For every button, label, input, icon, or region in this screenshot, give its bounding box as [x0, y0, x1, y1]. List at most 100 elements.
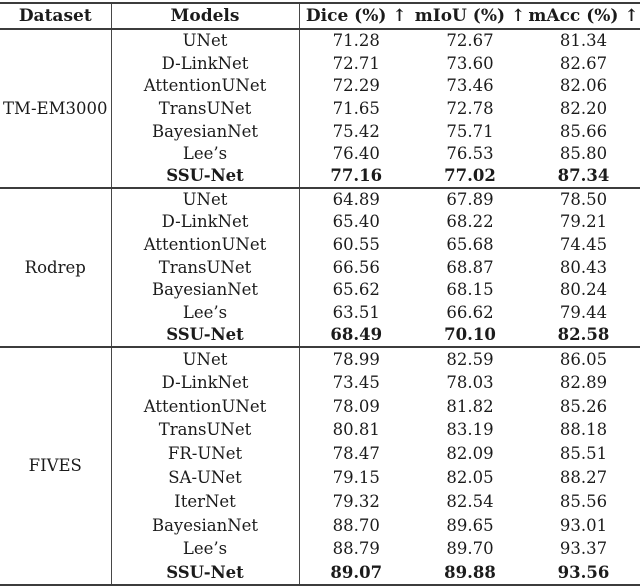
dice-value-cell: 79.32	[332, 491, 380, 511]
model-cell: TransUNet	[111, 255, 300, 279]
macc-value-cell: 85.80	[559, 144, 608, 164]
macc-value-cell: 74.45	[559, 235, 608, 255]
macc-value-cell: 81.34	[559, 31, 608, 51]
table-row: SSU-Net 77.16 77.02 87.34	[0, 165, 640, 188]
model-cell: Lee’s	[111, 142, 300, 166]
model-cell: D-LinkNet	[111, 210, 300, 234]
miou-value-cell: 89.88	[444, 562, 496, 582]
miou-value-cell: 76.53	[446, 144, 494, 164]
dataset-cell: TM-EM3000	[0, 29, 112, 188]
model-cell: TransUNet	[111, 97, 300, 120]
table-row: D-LinkNet 65.40 68.22 79.21	[0, 210, 640, 234]
macc-value-cell: 79.21	[559, 212, 608, 232]
model-cell: SSU-Net	[111, 323, 300, 347]
macc-value-cell: 85.66	[559, 121, 608, 141]
dataset-cell: Rodrep	[0, 187, 112, 347]
macc-value-cell: 88.27	[559, 468, 608, 487]
dice-value-cell: 76.40	[332, 144, 380, 164]
model-cell: AttentionUNet	[111, 74, 300, 98]
table-row: AttentionUNet 78.09 81.82 85.26	[0, 394, 640, 419]
table-row: TM-EM3000 UNet 71.28 72.67 81.34	[0, 29, 640, 188]
miou-value-cell: 68.22	[446, 212, 494, 232]
model-cell: Lee’s	[111, 537, 300, 561]
macc-value-cell: 82.58	[557, 325, 610, 345]
table-row: SSU-Net 89.07 89.88 93.56	[0, 560, 640, 585]
miou-value-cell: 65.68	[446, 235, 494, 255]
dice-value-cell: 68.49	[330, 325, 383, 345]
dice-value-cell: 78.09	[332, 396, 380, 416]
table-row: FR-UNet 78.47 82.09 85.51	[0, 441, 640, 466]
miou-value-cell: 68.15	[446, 280, 494, 300]
table-row: TransUNet 71.65 72.78 82.20	[0, 97, 640, 120]
dice-value-cell: 72.29	[332, 76, 380, 96]
table-row: TransUNet 66.56 68.87 80.43	[0, 255, 640, 279]
column-header: Dice (%) ↑	[305, 6, 407, 26]
dice-value-cell: 77.16	[330, 166, 383, 186]
dice-value-cell: 75.42	[332, 121, 380, 141]
miou-value-cell: 82.09	[446, 444, 494, 464]
miou-value-cell: 72.78	[446, 98, 494, 118]
dice-value-cell: 72.71	[332, 53, 380, 73]
model-cell: BayesianNet	[111, 513, 300, 537]
dice-value-cell: 73.45	[332, 372, 380, 392]
macc-value-cell: 79.44	[559, 303, 608, 323]
dice-value-cell: 64.89	[332, 190, 380, 210]
model-cell: SSU-Net	[111, 560, 300, 585]
model-cell: AttentionUNet	[111, 233, 300, 256]
miou-value-cell: 70.10	[444, 325, 496, 345]
miou-value-cell: 77.02	[444, 166, 496, 186]
miou-value-cell: 82.59	[446, 349, 494, 369]
macc-value-cell: 78.50	[559, 190, 608, 210]
macc-value-cell: 87.34	[557, 166, 610, 186]
header-row: Dataset Models Dice (%) ↑ mIoU (%) ↑ mAcc (%…	[0, 3, 640, 29]
dice-value-cell: 66.56	[332, 257, 380, 277]
dice-value-cell: 88.79	[332, 539, 380, 559]
macc-value-cell: 93.56	[557, 562, 610, 582]
dice-value-cell: 65.62	[332, 280, 380, 300]
table-row: FIVES UNet 78.99 82.59 86.05	[0, 346, 640, 585]
column-header: Models	[111, 3, 300, 29]
macc-value-cell: 82.89	[559, 372, 608, 392]
model-cell: FR-UNet	[111, 441, 300, 466]
miou-value-cell: 67.89	[446, 190, 494, 210]
miou-value-cell: 82.54	[446, 491, 494, 511]
miou-value-cell: 66.62	[446, 303, 494, 323]
miou-value-cell: 83.19	[446, 420, 494, 440]
table-row: IterNet 79.32 82.54 85.56	[0, 489, 640, 514]
column-header: Dataset	[0, 3, 112, 29]
dice-value-cell: 65.40	[332, 212, 380, 232]
model-cell: UNet	[111, 187, 300, 211]
dice-value-cell: 88.70	[332, 515, 380, 535]
table-header: Dataset Models Dice (%) ↑ mIoU (%) ↑ mAcc (%…	[0, 3, 640, 29]
dice-value-cell: 60.55	[332, 235, 380, 255]
model-cell: IterNet	[111, 489, 300, 514]
table-row: Rodrep UNet 64.89 67.89 78.50	[0, 187, 640, 347]
dice-value-cell: 78.47	[332, 444, 380, 464]
macc-value-cell: 82.20	[559, 98, 608, 118]
miou-value-cell: 82.05	[446, 468, 494, 487]
miou-value-cell: 89.65	[446, 515, 494, 535]
model-cell: D-LinkNet	[111, 51, 300, 75]
dice-value-cell: 79.15	[332, 468, 380, 487]
model-cell: BayesianNet	[111, 278, 300, 302]
model-cell: UNet	[111, 346, 300, 371]
miou-value-cell: 89.70	[446, 539, 494, 559]
table-row: D-LinkNet 72.71 73.60 82.67	[0, 51, 640, 75]
dice-value-cell: 80.81	[332, 420, 380, 440]
model-cell: BayesianNet	[111, 119, 300, 143]
table-row: SSU-Net 68.49 70.10 82.58	[0, 323, 640, 347]
model-cell: UNet	[111, 29, 300, 52]
table-row: AttentionUNet 60.55 65.68 74.45	[0, 233, 640, 256]
macc-value-cell: 80.43	[559, 257, 608, 277]
macc-value-cell: 85.56	[559, 491, 608, 511]
model-cell: TransUNet	[111, 418, 300, 442]
table-row: D-LinkNet 73.45 78.03 82.89	[0, 370, 640, 395]
column-header: mIoU (%) ↑	[414, 6, 526, 26]
dice-value-cell: 71.28	[332, 31, 380, 51]
miou-value-cell: 73.60	[446, 53, 494, 73]
macc-value-cell: 82.67	[559, 53, 608, 73]
miou-value-cell: 73.46	[446, 76, 494, 96]
dice-value-cell: 78.99	[332, 349, 380, 369]
